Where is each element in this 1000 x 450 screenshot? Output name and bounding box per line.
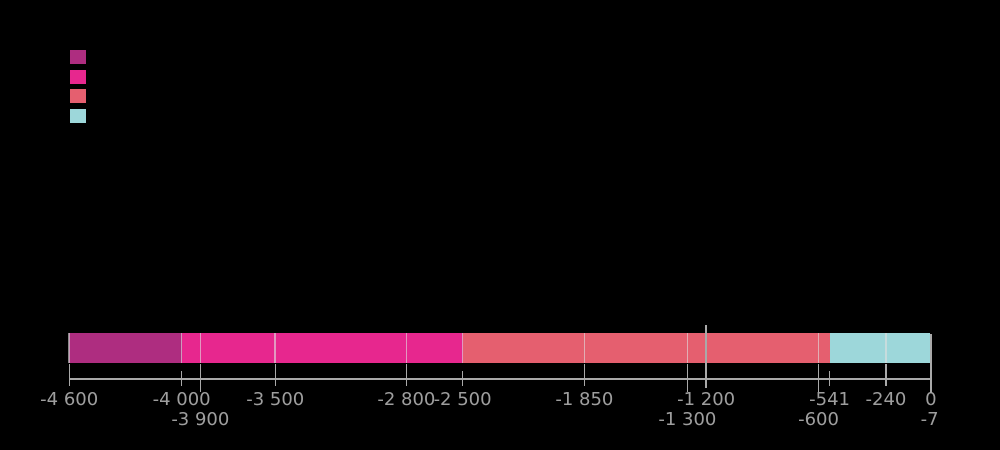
bar-segment-3: [462, 333, 830, 363]
segment-divider: [885, 333, 887, 363]
axis-tick-label: -3 500: [246, 389, 305, 410]
axis-tick: [583, 363, 586, 386]
axis-tick-label: -1 850: [555, 389, 614, 410]
axis-tick-label: -7: [920, 409, 939, 430]
axis-tick: [705, 325, 707, 388]
bar-segment-4: [829, 333, 930, 363]
axis-tick-label: 0: [925, 389, 937, 410]
segment-divider: [68, 333, 70, 363]
segment-divider: [583, 333, 586, 363]
segment-divider: [199, 333, 202, 363]
axis-tick: [68, 363, 70, 386]
axis-tick-label: -240: [865, 389, 907, 410]
segment-divider: [461, 333, 464, 363]
legend-swatch-2: [70, 69, 86, 84]
axis-tick-label: -2 800: [377, 389, 436, 410]
axis-tick: [199, 363, 202, 392]
legend-swatch-4: [70, 109, 86, 124]
axis-tick: [817, 363, 820, 392]
segment-divider: [180, 333, 183, 363]
axis-tick: [180, 371, 183, 386]
axis-tick: [686, 363, 689, 392]
axis-tick: [885, 363, 887, 386]
legend-swatch-1: [70, 50, 86, 64]
segment-divider: [686, 333, 689, 363]
axis-tick: [930, 333, 932, 393]
axis-tick-label: -541: [809, 389, 850, 410]
axis-tick: [274, 363, 276, 386]
axis-tick-label: -2 500: [433, 389, 492, 410]
segment-divider: [817, 333, 820, 363]
axis-tick: [461, 371, 464, 386]
axis-tick: [828, 371, 831, 386]
axis-tick-label: -3 900: [171, 409, 230, 430]
legend-swatch-3: [70, 89, 86, 104]
axis-tick-label: -4 600: [40, 389, 99, 410]
axis-tick: [405, 363, 408, 386]
axis-tick-label: -1 300: [658, 409, 717, 430]
axis-tick-label: -1 200: [677, 389, 736, 410]
bar-segment-1: [69, 333, 182, 363]
axis-tick-label: -600: [798, 409, 839, 430]
segment-divider: [405, 333, 408, 363]
segment-divider: [274, 333, 277, 363]
axis-tick-label: -4 000: [152, 389, 211, 410]
x-axis-line: [69, 378, 931, 380]
bar-segment-2: [181, 333, 463, 363]
